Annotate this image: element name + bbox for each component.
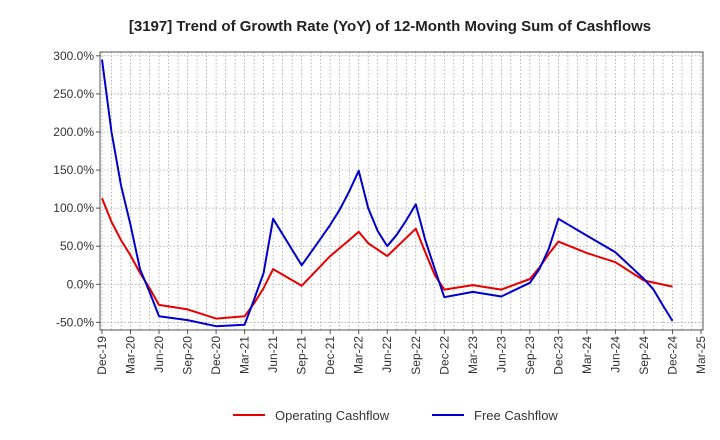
x-tick-label: Mar-20 bbox=[124, 336, 138, 374]
x-tick-label: Dec-20 bbox=[209, 336, 223, 375]
y-tick-label: 0.0% bbox=[67, 277, 95, 291]
legend: Operating Cashflow Free Cashflow bbox=[233, 408, 558, 423]
y-tick-label: 50.0% bbox=[60, 239, 94, 253]
y-axis-ticks: 300.0% 250.0% 200.0% 150.0% 100.0% 50.0% 0.0% -… bbox=[53, 49, 100, 329]
x-tick-label: Mar-24 bbox=[580, 336, 594, 374]
y-tick-label: 150.0% bbox=[53, 163, 94, 177]
x-tick-label: Mar-25 bbox=[694, 336, 708, 374]
series-lines bbox=[101, 59, 674, 328]
x-tick-label: Dec-22 bbox=[437, 336, 451, 375]
y-tick-label: 300.0% bbox=[53, 49, 94, 63]
x-tick-label: Mar-23 bbox=[466, 336, 480, 374]
x-tick-label: Sep-23 bbox=[523, 336, 537, 375]
y-tick-label: 100.0% bbox=[53, 201, 94, 215]
x-tick-label: Dec-24 bbox=[665, 336, 679, 375]
series-line-operating-cashflow bbox=[101, 197, 673, 320]
x-tick-label: Dec-21 bbox=[323, 336, 337, 375]
x-tick-label: Dec-19 bbox=[95, 336, 109, 375]
x-tick-label: Sep-24 bbox=[637, 336, 651, 375]
legend-label-operating-cashflow: Operating Cashflow bbox=[275, 408, 390, 423]
x-tick-label: Jun-20 bbox=[152, 336, 166, 373]
legend-label-free-cashflow: Free Cashflow bbox=[474, 408, 558, 423]
x-tick-label: Jun-21 bbox=[266, 336, 280, 373]
x-axis-ticks: Dec-19 Mar-20 Jun-20 Sep-20 Dec-20 Mar-21 Jun-… bbox=[95, 330, 708, 375]
x-tick-label: Jun-22 bbox=[380, 336, 394, 373]
y-tick-label: -50.0% bbox=[56, 315, 94, 329]
x-tick-label: Jun-24 bbox=[608, 336, 622, 373]
x-tick-label: Jun-23 bbox=[494, 336, 508, 373]
y-tick-label: 200.0% bbox=[53, 125, 94, 139]
x-tick-label: Dec-23 bbox=[551, 336, 565, 375]
plot-frame bbox=[99, 51, 704, 331]
x-tick-label: Sep-21 bbox=[295, 336, 309, 375]
series-line-free-cashflow bbox=[101, 59, 674, 328]
chart-title: [3197] Trend of Growth Rate (YoY) of 12-… bbox=[129, 18, 651, 35]
x-tick-label: Mar-21 bbox=[238, 336, 252, 374]
grid bbox=[100, 52, 703, 330]
x-tick-label: Sep-20 bbox=[181, 336, 195, 375]
y-tick-label: 250.0% bbox=[53, 87, 94, 101]
x-tick-label: Mar-22 bbox=[352, 336, 366, 374]
x-tick-label: Sep-22 bbox=[409, 336, 423, 375]
